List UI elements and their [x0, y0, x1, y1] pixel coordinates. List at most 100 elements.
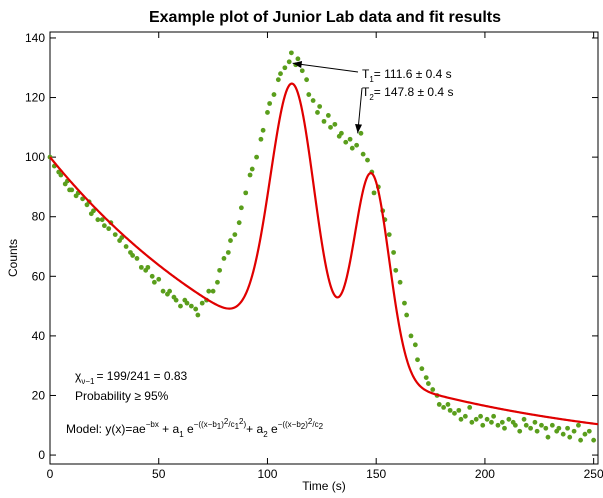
data-point [315, 110, 320, 115]
data-point [123, 244, 129, 249]
data-point [412, 342, 418, 348]
y-axis-label: Counts [6, 239, 20, 277]
data-point [419, 366, 425, 372]
data-point [360, 151, 366, 157]
data-point [491, 413, 497, 419]
data-point [188, 303, 194, 309]
data-point [391, 250, 396, 255]
data-point [425, 381, 431, 386]
data-point [480, 422, 486, 428]
y-tick-label: 40 [32, 329, 46, 343]
data-point [456, 407, 462, 413]
data-point [134, 256, 140, 261]
y-tick-label: 100 [25, 150, 45, 164]
data-point [217, 267, 223, 273]
data-point [151, 279, 157, 285]
data-point [393, 267, 399, 273]
data-point [467, 404, 473, 410]
t2-label: T2= 147.8 ± 0.4 s [362, 85, 453, 102]
data-point [402, 300, 407, 306]
data-point [571, 428, 577, 434]
data-point [306, 92, 312, 97]
data-point [238, 205, 244, 211]
data-point [295, 56, 301, 62]
fit-curve [49, 82, 599, 426]
data-point [112, 232, 118, 237]
data-point [582, 431, 588, 437]
data-point [591, 437, 597, 443]
data-point [386, 232, 392, 237]
data-point [358, 130, 364, 136]
data-point [578, 437, 584, 443]
t1-label: T1= 111.6 ± 0.4 s [362, 67, 452, 84]
data-point [354, 142, 360, 148]
y-tick-label: 20 [32, 388, 46, 402]
data-point [69, 187, 75, 193]
data-point [556, 425, 562, 431]
data-point [347, 136, 353, 142]
data-point [338, 130, 344, 136]
data-point [265, 110, 270, 115]
y-tick-label: 80 [32, 210, 46, 224]
data-point [349, 145, 355, 151]
x-axis-label: Time (s) [302, 479, 346, 493]
data-point [404, 312, 410, 318]
data-point [441, 404, 447, 410]
data-point [473, 416, 479, 422]
data-point [447, 407, 453, 413]
data-point [101, 223, 107, 229]
data-point [458, 416, 464, 422]
data-point [586, 428, 592, 434]
data-point [184, 300, 190, 306]
probability-label: Probability ≥ 95% [75, 389, 169, 403]
data-point [195, 312, 201, 318]
y-axis-ticks: 0 20 40 60 80 100 120 140 [25, 31, 598, 462]
data-point [310, 98, 316, 103]
y-tick-label: 60 [32, 269, 46, 283]
data-point [267, 101, 273, 106]
chi-square-label: χν−1 = 199/241 = 0.83 [75, 369, 188, 386]
data-point [415, 357, 420, 363]
data-point [521, 416, 527, 422]
y-tick-label: 0 [38, 448, 45, 462]
data-point [545, 434, 551, 440]
data-point [371, 190, 377, 196]
data-point [288, 50, 294, 56]
data-point [325, 113, 331, 118]
y-tick-label: 120 [25, 91, 45, 105]
data-point [304, 77, 310, 83]
data-point [167, 288, 173, 294]
data-point [332, 121, 338, 127]
data-point [408, 333, 414, 339]
data-point [282, 65, 288, 71]
data-point [512, 422, 518, 428]
x-tick-label: 250 [584, 467, 603, 481]
data-point [221, 256, 227, 261]
data-point [258, 136, 264, 142]
data-point [423, 375, 429, 380]
x-tick-label: 100 [257, 467, 277, 481]
data-point [549, 422, 555, 428]
t2-arrowhead [355, 124, 363, 134]
data-point [532, 419, 538, 425]
data-point [278, 71, 283, 77]
data-point [517, 428, 523, 434]
data-point [178, 303, 183, 309]
data-point [445, 402, 451, 407]
data-point [462, 413, 468, 419]
chart-title: Example plot of Junior Lab data and fit … [149, 9, 501, 26]
data-point [119, 235, 125, 240]
data-point [249, 166, 255, 172]
data-point [228, 238, 233, 243]
data-point [149, 273, 155, 279]
data-point [275, 77, 281, 83]
data-point [91, 208, 96, 214]
data-point [317, 104, 323, 109]
data-point [215, 279, 220, 285]
data-point [271, 92, 277, 97]
data-point [130, 253, 136, 258]
t1-arrow [292, 62, 359, 73]
x-tick-label: 150 [366, 467, 386, 481]
data-point [499, 419, 505, 425]
data-point [506, 416, 512, 422]
